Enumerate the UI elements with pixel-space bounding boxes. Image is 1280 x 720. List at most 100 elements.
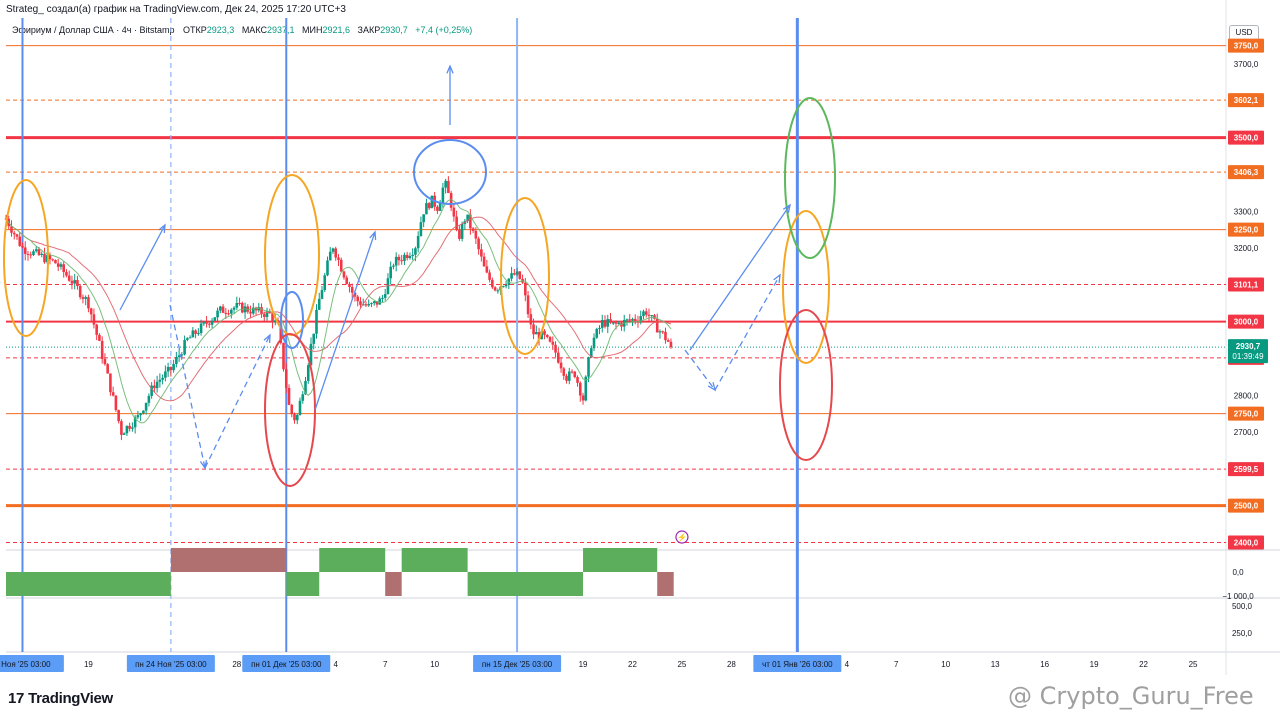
candle-body[interactable] bbox=[51, 259, 55, 261]
candle-body[interactable] bbox=[32, 251, 35, 255]
candle-body[interactable] bbox=[150, 385, 153, 396]
candle-body[interactable] bbox=[271, 313, 274, 323]
candle-body[interactable] bbox=[262, 314, 266, 317]
candle-body[interactable] bbox=[249, 311, 252, 314]
candle-body[interactable] bbox=[411, 254, 414, 256]
candle-body[interactable] bbox=[383, 294, 387, 298]
candle-body[interactable] bbox=[54, 259, 57, 264]
candle-body[interactable] bbox=[669, 341, 673, 348]
candle-body[interactable] bbox=[306, 365, 310, 381]
candle-body[interactable] bbox=[650, 315, 654, 317]
candle-body[interactable] bbox=[471, 228, 475, 231]
candle-body[interactable] bbox=[251, 307, 255, 314]
candle-body[interactable] bbox=[592, 337, 596, 349]
candle-body[interactable] bbox=[617, 322, 621, 324]
candle-body[interactable] bbox=[323, 275, 327, 291]
candle-body[interactable] bbox=[21, 245, 24, 248]
candle-body[interactable] bbox=[502, 286, 505, 288]
candle-body[interactable] bbox=[23, 247, 27, 254]
candle-body[interactable] bbox=[48, 255, 52, 260]
candle-body[interactable] bbox=[87, 297, 90, 309]
candle-body[interactable] bbox=[315, 309, 318, 334]
candle-body[interactable] bbox=[265, 311, 269, 317]
blue-ellipse[interactable] bbox=[280, 291, 304, 349]
candle-body[interactable] bbox=[548, 336, 552, 342]
candle-body[interactable] bbox=[567, 371, 571, 381]
candle-body[interactable] bbox=[600, 320, 604, 328]
candle-body[interactable] bbox=[295, 415, 299, 421]
candle-body[interactable] bbox=[655, 318, 659, 333]
candle-body[interactable] bbox=[573, 371, 577, 378]
price-axis[interactable]: 3750,0 3602,1 3500,0 3406,3 3250,0 3101,1 3000… bbox=[1222, 38, 1268, 638]
candle-body[interactable] bbox=[392, 265, 395, 267]
tradingview-logo[interactable]: 17 TradingView bbox=[8, 690, 113, 707]
candle-body[interactable] bbox=[546, 334, 549, 337]
candle-body[interactable] bbox=[103, 358, 107, 365]
candle-body[interactable] bbox=[284, 369, 288, 388]
candle-body[interactable] bbox=[356, 296, 360, 302]
candle-body[interactable] bbox=[230, 309, 233, 314]
candle-body[interactable] bbox=[664, 331, 667, 341]
candle-body[interactable] bbox=[458, 229, 461, 239]
projection-arrow[interactable] bbox=[684, 349, 716, 391]
candle-body[interactable] bbox=[438, 203, 442, 211]
candle-body[interactable] bbox=[611, 322, 615, 324]
candle-body[interactable] bbox=[216, 310, 219, 318]
candle-body[interactable] bbox=[331, 248, 335, 252]
candle-body[interactable] bbox=[350, 287, 354, 293]
candle-body[interactable] bbox=[95, 324, 98, 335]
trend-arrow[interactable] bbox=[314, 231, 376, 411]
projection-arrow[interactable] bbox=[204, 334, 271, 469]
candle-body[interactable] bbox=[287, 387, 291, 405]
candle-body[interactable] bbox=[625, 319, 629, 321]
candle-body[interactable] bbox=[15, 234, 19, 237]
candle-body[interactable] bbox=[62, 264, 66, 273]
candle-body[interactable] bbox=[73, 280, 76, 284]
candle-body[interactable] bbox=[290, 404, 294, 415]
candle-body[interactable] bbox=[598, 327, 601, 329]
candle-body[interactable] bbox=[40, 253, 44, 255]
candle-body[interactable] bbox=[100, 340, 104, 359]
candle-body[interactable] bbox=[164, 371, 167, 378]
green-ellipse[interactable] bbox=[784, 97, 836, 259]
candle-body[interactable] bbox=[540, 330, 544, 340]
candle-body[interactable] bbox=[243, 306, 247, 313]
candle-body[interactable] bbox=[372, 301, 376, 304]
candle-body[interactable] bbox=[620, 322, 623, 327]
red-ellipse[interactable] bbox=[264, 333, 316, 487]
candle-body[interactable] bbox=[639, 316, 643, 322]
candle-body[interactable] bbox=[334, 248, 338, 258]
candle-body[interactable] bbox=[202, 321, 206, 324]
candle-body[interactable] bbox=[425, 203, 428, 215]
candle-body[interactable] bbox=[359, 301, 362, 305]
candle-body[interactable] bbox=[493, 287, 497, 291]
candle-body[interactable] bbox=[122, 433, 126, 435]
candle-body[interactable] bbox=[221, 306, 225, 313]
candle-body[interactable] bbox=[488, 272, 491, 280]
candle-body[interactable] bbox=[529, 314, 533, 325]
candle-body[interactable] bbox=[177, 355, 181, 358]
candle-body[interactable] bbox=[381, 297, 384, 299]
candle-body[interactable] bbox=[367, 304, 371, 306]
candle-body[interactable] bbox=[76, 280, 79, 287]
drawing-annotations[interactable]: ⚡ bbox=[3, 64, 836, 544]
candle-body[interactable] bbox=[282, 342, 285, 370]
candle-body[interactable] bbox=[416, 236, 420, 249]
candle-body[interactable] bbox=[631, 318, 634, 321]
candle-body[interactable] bbox=[491, 279, 494, 288]
candle-body[interactable] bbox=[238, 302, 241, 304]
candle-body[interactable] bbox=[400, 260, 403, 262]
candle-body[interactable] bbox=[449, 193, 453, 208]
candle-body[interactable] bbox=[460, 223, 464, 239]
candle-body[interactable] bbox=[345, 277, 349, 284]
candle-body[interactable] bbox=[273, 320, 277, 323]
time-axis[interactable]: 6 Ноя '25 03:00 19 пн 24 Ноя '25 03:00 28 пн… bbox=[0, 655, 1198, 672]
candle-body[interactable] bbox=[518, 271, 522, 279]
candle-body[interactable] bbox=[603, 320, 607, 327]
candle-body[interactable] bbox=[117, 410, 120, 422]
candle-body[interactable] bbox=[447, 180, 450, 194]
candle-body[interactable] bbox=[375, 301, 379, 305]
blue-ellipse[interactable] bbox=[413, 139, 487, 205]
candle-body[interactable] bbox=[554, 344, 557, 353]
